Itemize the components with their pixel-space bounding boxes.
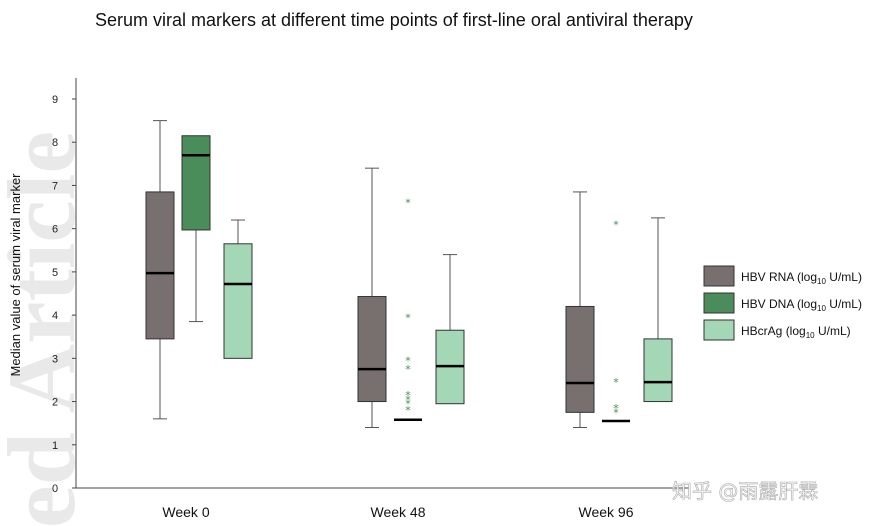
y-tick-label: 0 [52,483,58,495]
box-iqr [357,296,387,403]
y-tick-label: 9 [52,94,58,106]
y-axis-label: Median value of serum viral marker [8,173,23,377]
outlier-point: * [613,376,619,389]
outlier-point: * [405,398,411,411]
y-tick-label: 3 [52,353,58,365]
outlier-point: * [405,363,411,376]
box-iqr [181,135,211,231]
box-hbcrag [435,254,465,405]
legend-entry: HBV DNA (log10 U/mL) [741,297,862,313]
box-iqr [643,338,673,403]
y-tick-label: 8 [52,137,58,149]
box-hbv-dna: ******** [394,197,422,421]
x-category-label: Week 48 [371,504,426,520]
box-hbv-rna [145,120,175,420]
y-tick-label: 7 [52,180,58,192]
box-hbv-dna [181,135,211,323]
outlier-point: * [405,311,411,324]
box-hbcrag [643,217,673,403]
y-tick-label: 4 [52,310,58,322]
outlier-point: * [405,393,411,406]
outlier-point: * [613,402,619,415]
background-watermark: ed Article [0,131,95,526]
legend-swatch [703,265,735,287]
legend-swatch [703,292,735,314]
legend-entry: HBV RNA (log10 U/mL) [741,270,862,286]
legend-entry: HBcrAg (log10 U/mL) [741,324,851,340]
box-iqr [223,243,253,359]
box-plot-series: ************ [145,120,673,428]
y-tick-label: 5 [52,267,58,279]
chart-title: Serum viral markers at different time po… [95,10,693,30]
box-hbv-rna [565,191,595,428]
x-axis-labels: Week 0 Week 48 Week 96 [162,504,633,520]
y-tick-label: 6 [52,224,58,236]
legend-swatch [703,319,735,341]
box-hbcrag [223,219,253,359]
x-category-label: Week 0 [162,504,209,520]
y-tick-label: 1 [52,440,58,452]
brand-watermark: 知乎 @雨露肝霖 [672,479,818,503]
box-iqr [565,305,595,413]
outlier-point: * [613,406,619,419]
outlier-point: * [405,354,411,367]
box-hbv-dna: **** [602,218,630,423]
y-axis-ticks: 0 1 2 3 4 5 6 7 8 9 [52,94,76,495]
y-tick-label: 2 [52,397,58,409]
outlier-point: * [405,197,411,210]
box-iqr [145,191,175,340]
box-hbv-rna [357,167,387,428]
outlier-point: * [405,389,411,402]
legend: HBV RNA (log10 U/mL) HBV DNA (log10 U/mL)… [703,265,862,341]
x-category-label: Week 96 [579,504,634,520]
outlier-point: * [405,404,411,417]
outlier-point: * [613,218,619,231]
